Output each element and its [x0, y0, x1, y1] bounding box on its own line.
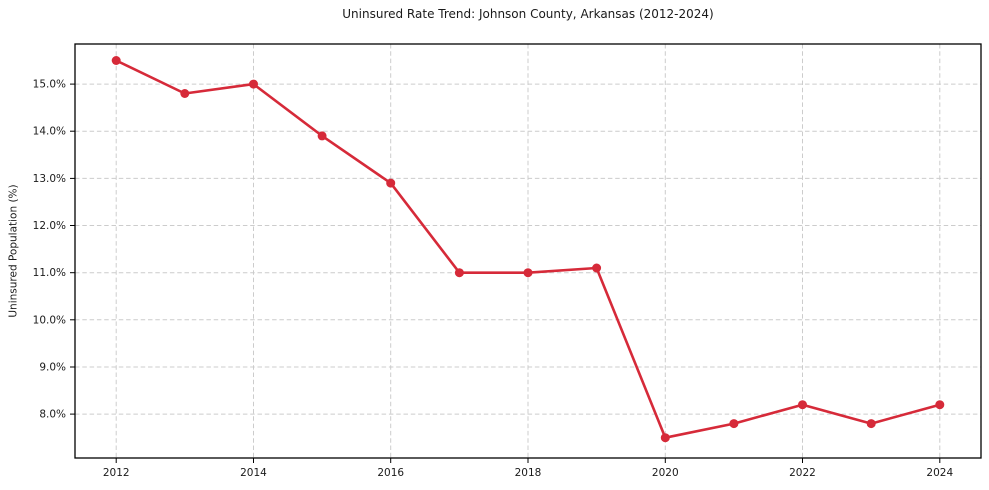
y-tick-label: 10.0% — [33, 314, 66, 326]
data-point-2015 — [317, 131, 327, 141]
data-point-2022 — [798, 400, 807, 410]
y-tick-label: 12.0% — [33, 220, 66, 232]
data-point-2018 — [523, 268, 533, 278]
y-tick-label: 13.0% — [33, 173, 66, 185]
y-tick-label: 15.0% — [33, 79, 66, 91]
y-tick-label: 11.0% — [33, 267, 66, 279]
data-point-2020 — [660, 433, 670, 443]
x-tick-label: 2024 — [926, 467, 953, 479]
data-point-2021 — [729, 419, 739, 429]
data-point-2014 — [249, 79, 258, 89]
x-tick-label: 2020 — [652, 467, 679, 479]
y-tick-label: 8.0% — [39, 409, 66, 421]
chart-title: Uninsured Rate Trend: Johnson County, Ar… — [342, 7, 714, 21]
data-point-2019 — [592, 263, 602, 273]
x-tick-label: 2018 — [515, 467, 542, 479]
data-point-2023 — [866, 419, 876, 429]
data-point-2017 — [454, 268, 464, 278]
x-tick-label: 2014 — [240, 467, 267, 479]
x-tick-label: 2016 — [377, 467, 404, 479]
x-tick-label: 2012 — [103, 467, 130, 479]
data-point-2016 — [386, 178, 396, 188]
x-tick-label: 2022 — [789, 467, 816, 479]
data-point-2012 — [111, 56, 121, 65]
data-point-2013 — [180, 89, 190, 98]
y-tick-label: 14.0% — [33, 126, 66, 138]
y-tick-label: 9.0% — [39, 362, 66, 374]
data-point-2024 — [935, 400, 945, 410]
